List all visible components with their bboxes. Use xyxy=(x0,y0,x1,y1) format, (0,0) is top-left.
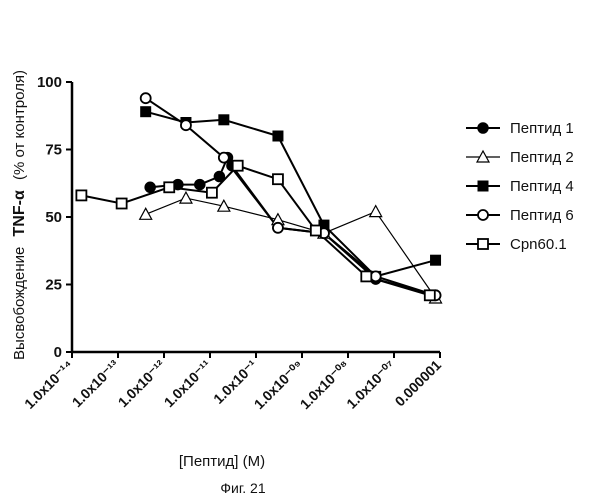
x-tick-label: 1.0x10⁻⁰⁹ xyxy=(251,357,306,412)
x-tick-label: 1.0x10⁻¹² xyxy=(115,357,169,411)
series-1-point xyxy=(145,182,155,192)
series-5-point xyxy=(117,199,127,209)
series-4-point xyxy=(181,120,191,130)
series-5-point xyxy=(164,182,174,192)
series-4-point xyxy=(273,223,283,233)
x-tick-label: 0.000001 xyxy=(392,357,445,410)
x-tick-label: 1.0x10⁻⁰⁸ xyxy=(297,357,352,412)
series-2-point xyxy=(140,208,152,219)
legend: Пептид 1 Пептид 2 Пептид 4 Пептид 6 Cpn60.1 xyxy=(466,120,574,253)
series-5-point xyxy=(311,226,321,236)
y-tick-label: 75 xyxy=(45,142,62,159)
series-4-point xyxy=(219,153,229,163)
series-4-point xyxy=(141,93,151,103)
series-1-line xyxy=(150,158,435,296)
x-ticks: 1.0x10⁻¹⁴1.0x10⁻¹³1.0x10⁻¹²1.0x10⁻¹¹ 1.0x… xyxy=(21,352,444,412)
x-tick-label: 1.0x10⁻⁰⁷ xyxy=(343,357,398,412)
series-3-line xyxy=(146,112,436,277)
x-tick-label: 1.0x10⁻¹⁴ xyxy=(21,357,76,412)
series-1-point xyxy=(195,180,205,190)
series-5-point xyxy=(361,271,371,281)
series-2-point xyxy=(180,192,192,203)
y-tick-label: 50 xyxy=(45,209,62,226)
figure-caption: Фиг. 21 xyxy=(220,480,265,496)
y-axis-label-bold: TNF-α xyxy=(11,190,28,236)
series-5-point xyxy=(273,174,283,184)
series-2-point xyxy=(370,206,382,217)
y-tick-label: 100 xyxy=(37,74,62,91)
y-axis-label-suffix: (% от контроля) xyxy=(11,70,28,180)
series-5-point xyxy=(207,188,217,198)
axes xyxy=(72,82,440,352)
legend-item-4-label: Пептид 6 xyxy=(510,207,574,224)
series-3-point xyxy=(141,107,151,117)
series-markers xyxy=(76,93,441,303)
series-5-point xyxy=(76,190,86,200)
series-3-point xyxy=(219,115,229,125)
legend-item-4-marker xyxy=(478,210,488,220)
y-axis-label-prefix: Высвобождение xyxy=(11,247,28,360)
legend-item-5-marker xyxy=(478,239,488,249)
series-1-point xyxy=(214,172,224,182)
y-axis-label: Высвобождение TNF-α (% от контроля) xyxy=(11,70,28,360)
y-ticks: 0 25 50 75 100 xyxy=(37,74,72,361)
series-5-point xyxy=(233,161,243,171)
legend-item-1-marker xyxy=(478,123,488,133)
x-tick-label: 1.0x10⁻¹¹ xyxy=(161,357,215,411)
y-tick-label: 25 xyxy=(45,277,62,294)
legend-item-5-label: Cpn60.1 xyxy=(510,236,567,253)
series-lines xyxy=(81,98,435,298)
legend-item-3-label: Пептид 4 xyxy=(510,178,574,195)
legend-item-3-marker xyxy=(478,181,488,191)
series-3-point xyxy=(273,131,283,141)
series-5-point xyxy=(425,290,435,300)
x-tick-label: 1.0x10⁻¹³ xyxy=(69,357,123,411)
y-tick-label: 0 xyxy=(54,344,62,361)
x-axis-label: [Пептид] (M) xyxy=(179,453,265,470)
legend-item-1-label: Пептид 1 xyxy=(510,120,574,137)
series-3-point xyxy=(431,255,441,265)
legend-item-2-label: Пептид 2 xyxy=(510,149,574,166)
